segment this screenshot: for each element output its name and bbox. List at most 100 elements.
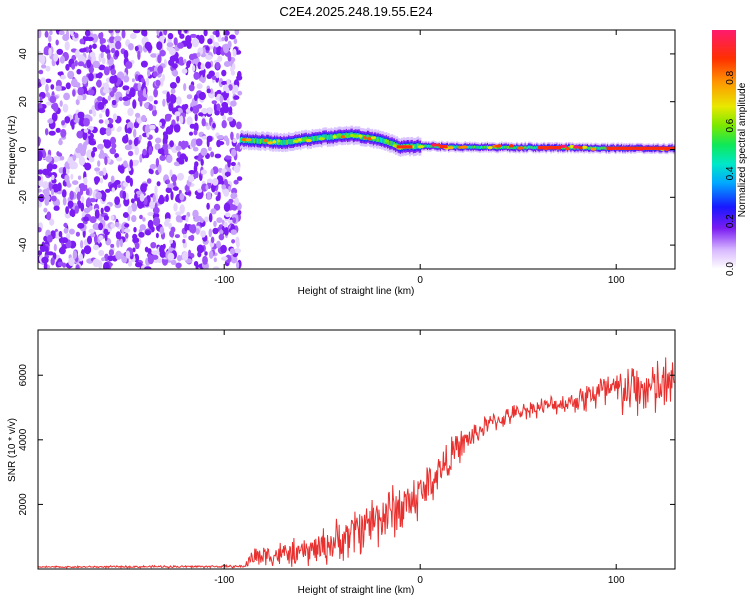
spectrogram-hotspot xyxy=(371,136,377,140)
spectrogram-noise-cell xyxy=(76,191,81,201)
spectrogram-band-cell xyxy=(255,137,257,143)
spectrogram-band-cell xyxy=(526,146,529,150)
spectrogram-noise-cell xyxy=(77,222,85,229)
spectrogram-band-cell xyxy=(564,146,567,150)
spectrogram-noise-cell xyxy=(230,131,234,141)
spectrogram-noise-cell xyxy=(154,185,158,194)
spectrogram-noise-cell xyxy=(39,244,47,252)
spectrogram-noise-cell xyxy=(59,155,65,161)
spectrogram-noise-cell xyxy=(110,175,115,184)
spectrogram-noise-cell xyxy=(110,243,115,248)
spectrogram-noise-cell xyxy=(99,44,107,53)
spectrogram-noise-cell xyxy=(134,122,139,129)
spectrogram-noise-cell xyxy=(179,193,185,201)
spectrogram-noise-cell xyxy=(155,157,160,168)
spectrogram-noise-cell xyxy=(96,79,102,88)
y-tick-label: -40 xyxy=(18,237,29,252)
spectrogram-noise-cell xyxy=(57,71,64,76)
spectrogram-noise-cell xyxy=(216,217,223,224)
spectrogram-band-cell xyxy=(259,138,262,144)
spectrogram-band-cell xyxy=(513,146,516,150)
spectrogram-band-cell xyxy=(523,146,525,150)
spectrogram-noise-cell xyxy=(129,177,133,187)
colorbar-tick-label: 0.8 xyxy=(725,70,736,84)
spectrogram-noise-cell xyxy=(165,113,172,119)
spectrogram-noise-cell xyxy=(45,246,49,255)
spectrogram-noise-cell xyxy=(38,181,46,187)
spectrogram-noise-cell xyxy=(122,181,129,188)
spectrogram-hotspot xyxy=(267,141,273,145)
spectrogram-noise-cell xyxy=(84,162,92,171)
spectrogram-noise-cell xyxy=(183,58,187,64)
spectrogram-noise-cell xyxy=(49,30,53,36)
spectrogram-noise-cell xyxy=(92,147,98,152)
spectrogram-noise-cell xyxy=(175,145,182,151)
spectrogram-noise-cell xyxy=(77,86,84,96)
spectrogram-noise-cell xyxy=(170,226,176,233)
spectrogram-noise-cell xyxy=(113,74,118,84)
y-tick-label: 20 xyxy=(18,96,29,108)
spectrogram-noise-cell xyxy=(52,102,59,112)
spectrogram-hotspot xyxy=(272,140,277,144)
spectrogram-noise-cell xyxy=(129,159,133,169)
spectrogram-noise-cell xyxy=(98,249,105,257)
spectrogram-noise-cell xyxy=(176,114,180,122)
spectrogram-noise-cell xyxy=(114,221,120,228)
spectrogram-noise-cell xyxy=(109,147,117,155)
spectrogram-noise-cell xyxy=(108,118,114,124)
spectrogram-band-cell xyxy=(386,139,389,145)
spectrogram-noise-cell xyxy=(128,139,133,146)
spectrogram-noise-cell xyxy=(49,95,57,104)
spectrogram-noise-cell xyxy=(51,112,58,122)
spectrogram-noise-cell xyxy=(100,207,104,214)
spectrogram-noise-cell xyxy=(142,183,148,188)
spectrogram-band-cell xyxy=(605,147,608,151)
spectrogram-band-cell xyxy=(525,146,528,150)
spectrogram-noise-cell xyxy=(187,175,195,183)
spectrogram-noise-cell xyxy=(201,118,206,127)
spectrogram-band-cell xyxy=(330,134,332,140)
spectrogram-noise-cell xyxy=(62,197,67,206)
spectrogram-noise-cell xyxy=(166,179,171,184)
spectrogram-noise-cell xyxy=(173,124,181,133)
spectrogram-noise-cell xyxy=(221,256,228,261)
spectrogram-noise-cell xyxy=(134,45,139,52)
spectrogram-noise-cell xyxy=(186,60,191,69)
spectrogram-noise-cell xyxy=(231,239,236,244)
spectrogram-noise-cell xyxy=(202,135,207,140)
spectrogram-noise-cell xyxy=(232,217,237,224)
spectrogram-hotspot xyxy=(431,143,437,147)
spectrogram-noise-cell xyxy=(94,209,100,219)
spectrogram-noise-cell xyxy=(179,153,187,160)
spectrogram-band-cell xyxy=(323,134,325,140)
spectrogram-noise-cell xyxy=(44,198,50,206)
spectrogram-noise-cell xyxy=(63,92,70,101)
spectrogram-noise-cell xyxy=(174,234,180,239)
spectrogram-noise-cell xyxy=(46,234,53,243)
spectrogram-noise-cell xyxy=(114,35,122,42)
spectrogram-noise-cell xyxy=(75,264,80,269)
spectrogram-hotspot xyxy=(263,139,268,143)
spectrogram-noise-cell xyxy=(68,257,75,266)
spectrogram-band-cell xyxy=(595,146,597,150)
spectrogram-noise-cell xyxy=(147,219,154,229)
spectrogram-noise-cell xyxy=(192,146,199,152)
spectrogram-hotspot xyxy=(448,146,454,150)
spectrogram-noise-cell xyxy=(74,32,79,39)
spectrogram-band-cell xyxy=(598,147,601,150)
spectrogram-noise-cell xyxy=(179,204,185,214)
spectrogram-noise-cell xyxy=(53,243,57,252)
spectrogram-band-cell xyxy=(257,138,260,144)
spectrogram-noise-cell xyxy=(233,164,241,173)
spectrogram-band-cell xyxy=(291,139,294,145)
spectrogram-noise-cell xyxy=(216,89,222,95)
spectrogram-noise-cell xyxy=(169,140,175,148)
spectrogram-noise-cell xyxy=(154,202,158,212)
colorbar: 0.0 0.2 0.4 0.6 0.8 Normalized spectral ampl… xyxy=(712,30,748,276)
spectrogram-band-cell xyxy=(322,134,324,140)
spectrogram-band-cell xyxy=(504,145,507,149)
spectrogram-band-cell xyxy=(429,145,431,148)
spectrogram-noise-cell xyxy=(86,188,90,195)
spectrogram-band-cell xyxy=(529,145,531,149)
spectrogram-noise-cell xyxy=(207,38,213,45)
